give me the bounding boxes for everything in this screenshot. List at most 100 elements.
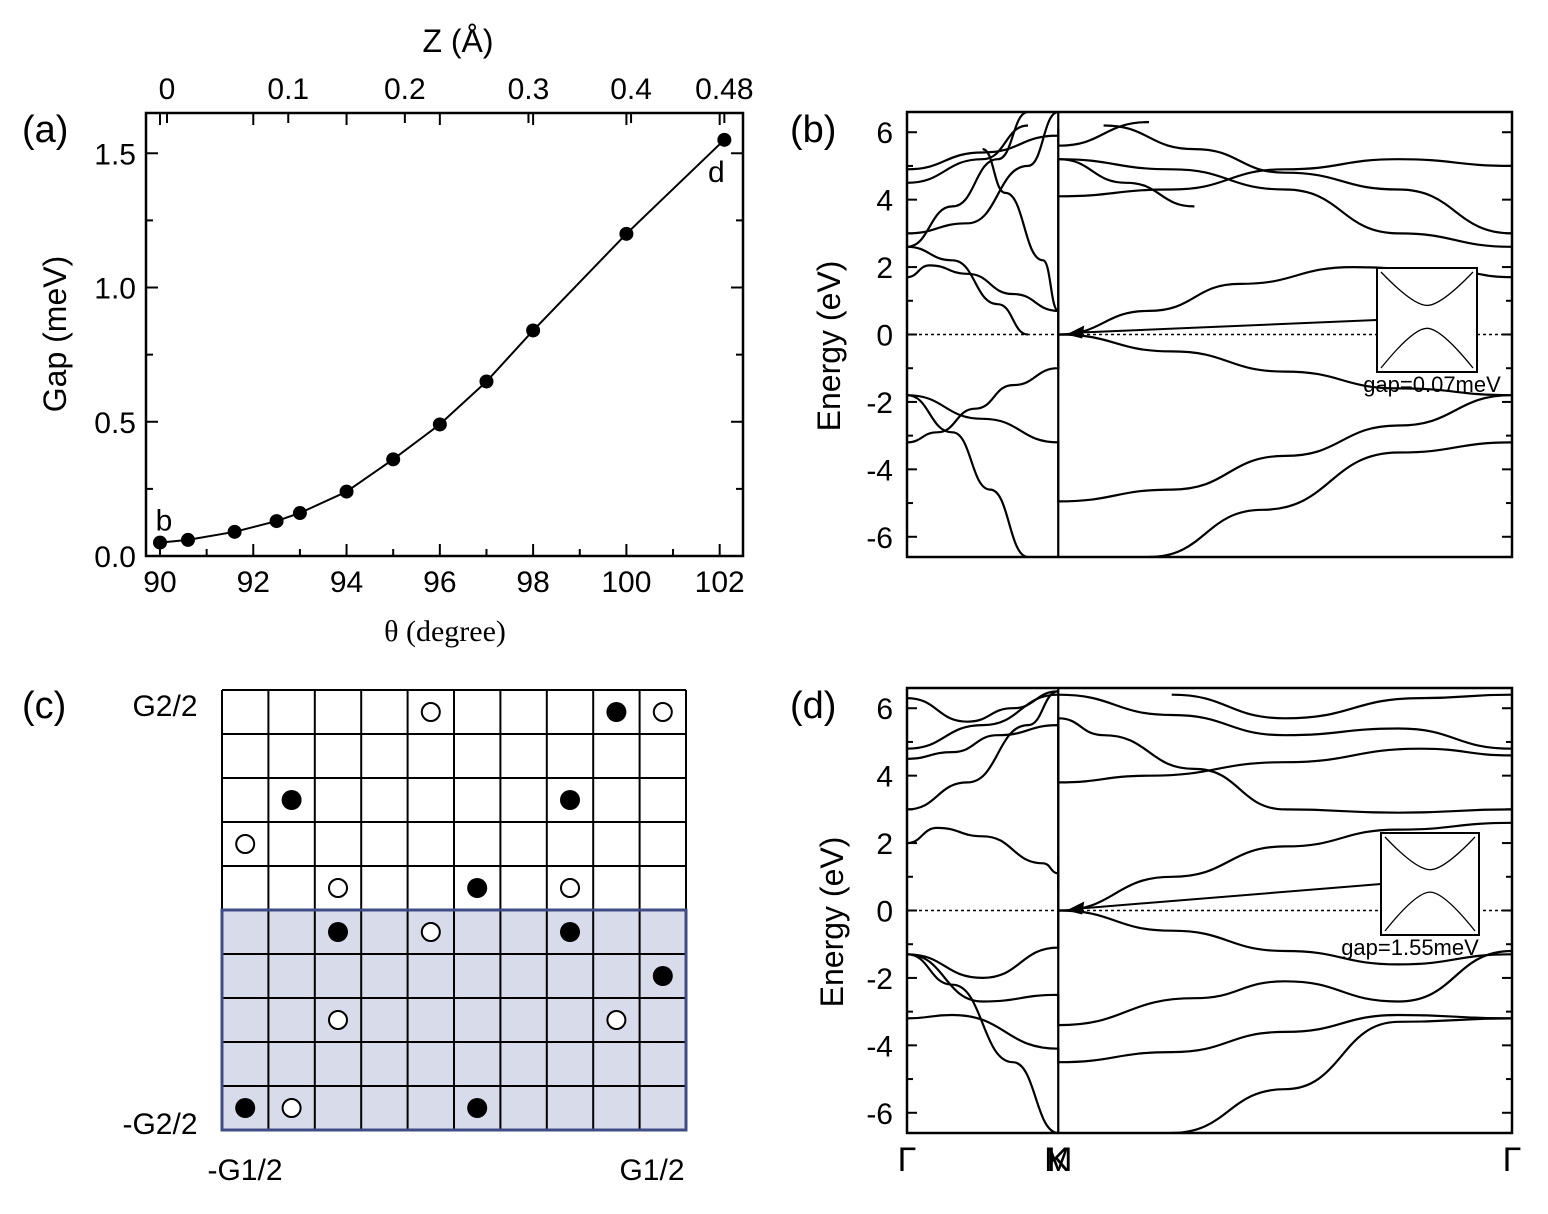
panel-c-left-label: -G1/2 [207,1154,282,1187]
panel-a-data-point [619,226,634,241]
panel-a-ytick-label: 0.0 [94,541,136,574]
panel-d-band-line [907,690,1059,811]
panel-d-ytick-label: -6 [866,1098,893,1131]
panel-d-kpoint-label: Γ [898,1141,917,1179]
panel-b-band-line [907,112,1029,248]
panel-b-band-structure: (b) Energy (eV) -6 -4 -2 0 2 4 6 gap=0.07meV [790,109,1514,559]
panel-c-open-point [606,1010,627,1030]
panel-d-band-line [907,723,1512,784]
panel-a-data-point [227,524,242,539]
panel-c-bottom-label: -G2/2 [122,1108,197,1141]
panel-a-top-tick-label: 0 [159,73,176,106]
panel-a-xtick-label: 94 [330,566,363,599]
panel-b-inset-upper-band [1380,271,1474,307]
panel-b-arrow-head [1066,325,1085,339]
panel-a-data-point [269,514,284,529]
panel-d-plot-area: -6 -4 -2 0 2 4 6 gap=1.55meV Γ MK Γ [866,686,1522,1179]
panel-b-band-line [907,112,1059,235]
panel-d-band-line [1171,1017,1512,1133]
panel-c-open-point [420,702,441,722]
panel-a-xtick-label: 102 [695,566,745,599]
panel-b-band-line [1103,124,1512,235]
panel-c-filled-point [328,922,348,942]
panel-a-gap-vs-theta: (a) Z (Å) Gap (meV) θ (degree) 90 92 94 96 9… [22,23,754,648]
panel-b-inset-label: gap=0.07meV [1363,372,1501,397]
panel-a-data-point [292,506,307,521]
panel-a-xtick-label: 90 [143,566,176,599]
panel-d-ytick-label: -4 [866,1030,893,1063]
panel-c-filled-point [652,966,673,986]
panel-a-annotation: b [156,505,173,538]
panel-a-label: (a) [22,109,68,151]
panel-a-frame [144,111,745,558]
panel-d-band-line [907,693,1512,750]
panel-d-band-line [1057,717,1512,891]
panel-a-xtick-label: 92 [237,566,270,599]
panel-c-top-label: G2/2 [132,690,197,723]
panel-c-filled-point [467,878,488,898]
panel-a-top-tick-label: 0.3 [508,73,550,106]
panel-b-band-line [907,333,1512,444]
panel-c-open-point [328,878,348,898]
panel-a-ytick-label: 1.5 [94,138,136,171]
panel-d-band-structure: (d) Energy (eV) -6 -4 -2 0 2 4 6 gap=1.55meV Γ MK… [790,685,1521,1179]
panel-c-open-point [652,702,673,722]
panel-c-filled-point [235,1098,256,1118]
panel-d-kpoint-label: Γ [1503,1141,1522,1179]
panel-b-label: (b) [790,109,836,151]
panel-c-filled-point [281,790,302,810]
panel-d-band-line [907,690,1059,723]
panel-b-band-line [907,394,1512,503]
panel-c-shaded-border [220,908,688,1132]
panel-d-inset-lower-band [1384,891,1476,932]
panel-d-inset-label: gap=1.55meV [1341,935,1479,960]
panel-a-annotation: d [708,156,725,189]
panel-d-bands [907,690,1512,1133]
panel-a-xtick-label: 96 [423,566,456,599]
panel-d-ytick-label: 6 [876,693,893,726]
panel-b-band-line [1058,158,1512,198]
panel-d-band-line [907,821,1512,912]
panel-c-open-point [281,1098,302,1118]
panel-a-plot-area: 90 92 94 96 98 100 102 0.0 0.5 1.0 1.5 0 0.1 0.2 0.3 0.… [94,73,753,599]
panel-b-band-line [1057,158,1195,311]
panel-b-bands [907,112,1512,557]
panel-b-arrow-line [1080,319,1378,334]
panel-a-top-tick-label: 0.1 [267,73,309,106]
panel-d-kpoint-label: K [1047,1141,1070,1179]
panel-b-ytick-label: 2 [876,252,893,285]
panel-d-frame [905,686,1514,1135]
panel-d-band-line [1171,693,1512,720]
panel-d-label: (d) [790,685,836,727]
panel-a-top-tick-label: 0.4 [610,73,652,106]
panel-a-xtick-label: 100 [601,566,651,599]
panel-b-plot-area: -6 -4 -2 0 2 4 6 gap=0.07meV [866,110,1514,559]
panel-b-ytick-label: -4 [866,454,893,487]
panel-b-inset-lower-band [1380,327,1474,369]
panel-c-filled-point [606,702,627,722]
panel-d-ytick-label: -2 [866,963,893,996]
panel-b-ytick-label: 0 [876,320,893,353]
panel-a-data-point [717,132,732,147]
panel-d-ytick-label: 2 [876,828,893,861]
panel-c-open-point [420,922,441,942]
panel-b-ytick-label: -2 [866,387,893,420]
panel-d-ytick-label: 4 [876,761,893,794]
panel-b-ytick-label: 4 [876,185,893,218]
panel-b-band-line [1058,158,1512,248]
panel-c-kpoint-grid: (c) G2/2 -G2/2 -G1/2 G1/2 [22,685,688,1187]
panel-d-arrow-head [1066,901,1085,915]
panel-b-band-line [1148,441,1512,557]
panel-b-frame [905,110,1514,559]
panel-d-ytick-label: 0 [876,896,893,929]
panel-a-xtick-label: 98 [516,566,549,599]
panel-a-data-point [386,452,401,467]
panel-b-band-line [982,148,1060,312]
panel-b-ytick-label: 6 [876,117,893,150]
panel-a-data-point [526,323,541,338]
panel-a-top-tick-label: 0.2 [384,73,426,106]
panel-c-right-label: G1/2 [619,1154,684,1187]
panel-a-series-line [159,139,725,544]
panel-a-data-point [339,484,354,499]
panel-d-ylabel: Energy (eV) [814,837,850,1008]
